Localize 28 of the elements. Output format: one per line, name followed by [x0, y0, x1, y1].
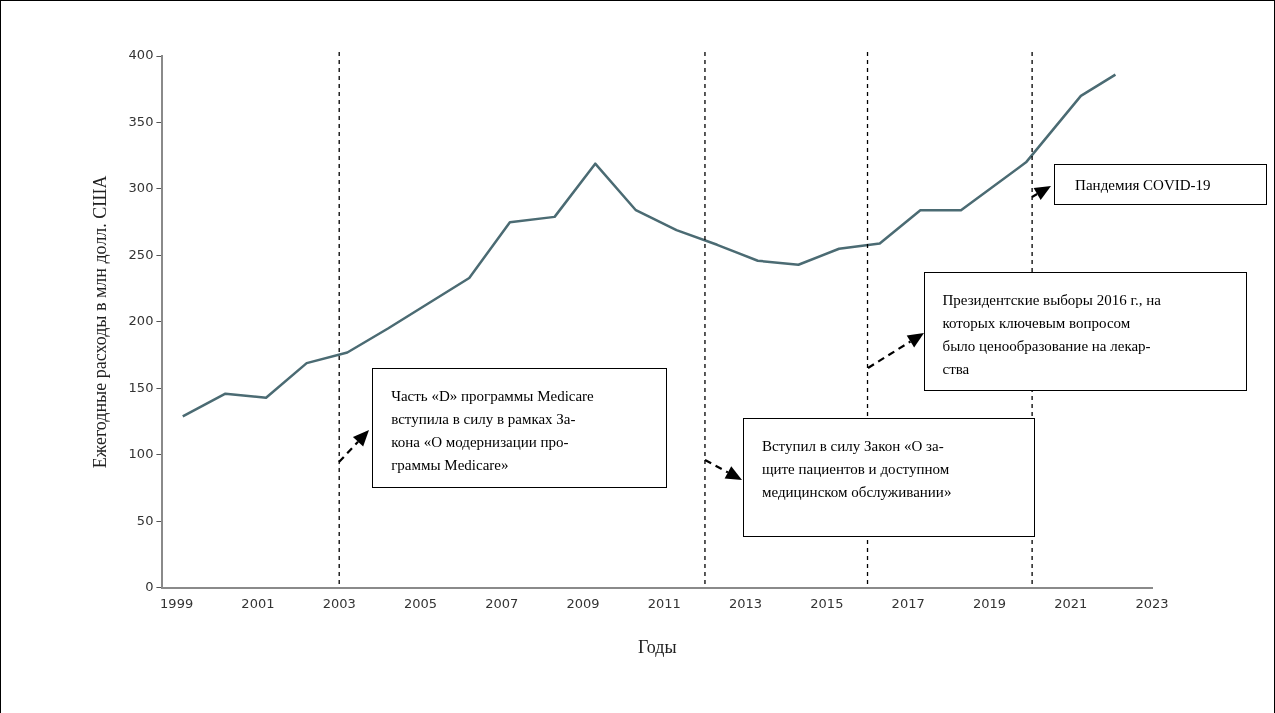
annotation: Президентские выборы 2016 г., на которых ключевым вопросом было ценообразование на лекар- ства [942, 291, 1161, 379]
y-tick-label: 200 [128, 313, 154, 329]
x-tick-label: 2003 [322, 595, 356, 611]
y-tick-label: 300 [128, 180, 154, 196]
x-tick-label: 2009 [566, 595, 600, 611]
x-tick-label: 2001 [241, 595, 275, 611]
y-tick-label: 0 [145, 579, 154, 595]
y-axis-title: Ежегодные расходы в млн долл. США [89, 175, 110, 469]
x-axis-title: Годы [637, 636, 677, 657]
x-tick-label: 2011 [647, 595, 681, 611]
annotation: Вступил в силу Закон «О за- щите пациентов и доступном медицинском обслуживании» [761, 437, 952, 502]
y-tick-label: 150 [128, 379, 154, 395]
x-tick-label: 1999 [160, 595, 194, 611]
x-tick-label: 2013 [729, 595, 763, 611]
x-tick-label: 2005 [403, 595, 438, 611]
y-tick-label: 350 [128, 113, 154, 129]
x-tick-label: 2007 [485, 595, 519, 611]
x-tick-label: 2021 [1054, 595, 1088, 611]
y-tick-label: 250 [128, 246, 154, 262]
x-tick-label: 2015 [810, 595, 844, 611]
x-tick-label: 2017 [891, 595, 925, 611]
annotation: Пандемия COVID-19 [1075, 176, 1211, 195]
y-tick-label: 400 [128, 47, 154, 63]
y-tick-label: 50 [136, 512, 154, 528]
x-tick-label: 2019 [972, 595, 1006, 611]
annotation: Часть «D» программы Medicare вступила в силу в рамках За- кона «О модернизации про- граммы Medicare» [391, 387, 594, 475]
x-tick-label: 2023 [1135, 595, 1169, 611]
y-tick-label: 100 [128, 446, 154, 462]
